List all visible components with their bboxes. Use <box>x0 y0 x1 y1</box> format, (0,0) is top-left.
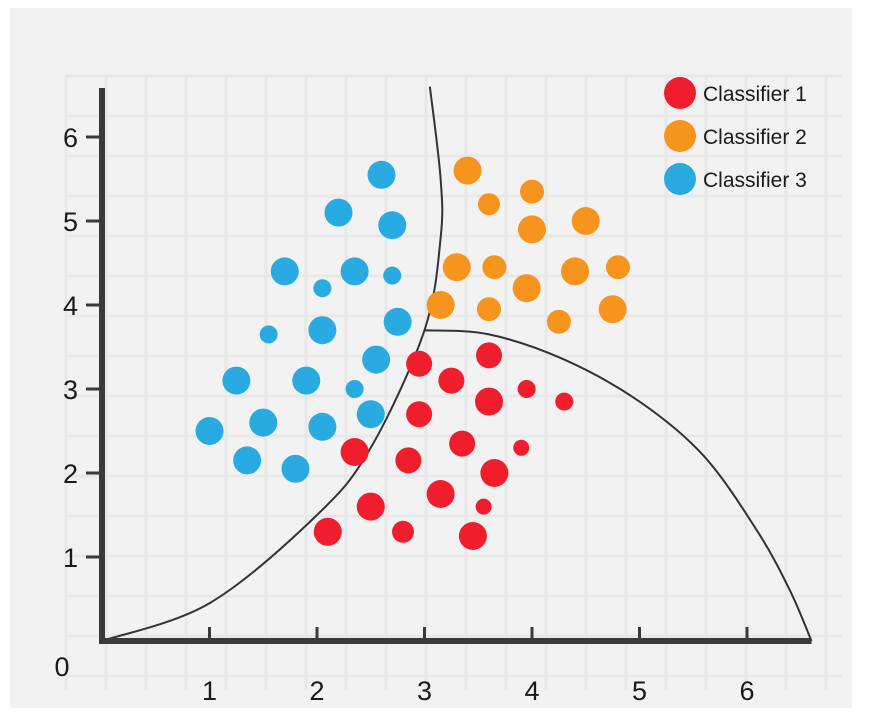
data-point <box>438 367 465 394</box>
data-point <box>395 447 422 474</box>
plot-background <box>10 8 852 708</box>
data-point <box>233 446 262 475</box>
boundary-curve-2 <box>424 329 813 642</box>
data-point <box>606 255 630 280</box>
y-tick-label: 4 <box>63 291 78 321</box>
data-point <box>571 207 600 235</box>
x-tick-label: 4 <box>524 676 539 706</box>
data-point <box>292 366 321 395</box>
data-point <box>426 291 455 319</box>
y-tick-label: 3 <box>63 375 78 405</box>
data-point <box>458 522 487 550</box>
series-3 <box>195 160 412 483</box>
data-point <box>313 517 342 546</box>
data-point <box>426 480 455 508</box>
y-tick-label: 1 <box>63 543 78 573</box>
data-point <box>392 520 414 543</box>
data-point <box>356 492 385 521</box>
legend-label: Classifier 2 <box>703 126 807 149</box>
data-point <box>356 400 385 429</box>
data-point <box>340 257 369 286</box>
data-point <box>478 193 500 216</box>
legend-label: Classifier 3 <box>703 169 807 192</box>
data-point <box>598 295 627 324</box>
legend-marker <box>664 77 696 109</box>
data-point <box>520 179 544 204</box>
data-point <box>324 198 353 227</box>
x-tick-label: 2 <box>309 676 324 706</box>
data-point <box>482 255 507 280</box>
data-point <box>270 257 299 286</box>
data-point <box>345 380 364 398</box>
data-point <box>453 156 482 185</box>
origin-label: 0 <box>54 652 69 682</box>
data-point <box>378 211 407 240</box>
series-2 <box>426 156 630 334</box>
legend: Classifier 1 Classifier 2 Classifier 3 <box>664 77 807 195</box>
legend-marker <box>664 120 696 152</box>
data-point <box>449 430 476 457</box>
boundary-curve-1 <box>101 86 444 642</box>
data-point <box>513 439 530 456</box>
data-point <box>281 454 310 483</box>
data-point <box>340 438 369 466</box>
data-point <box>546 309 571 334</box>
data-point <box>477 297 501 322</box>
data-point <box>308 412 337 441</box>
data-point <box>406 401 433 428</box>
legend-label: Classifier 1 <box>703 83 807 106</box>
data-point <box>383 266 402 285</box>
data-point <box>561 257 589 286</box>
axes: 1 2 3 4 5 6 1 2 3 4 5 6 0 <box>54 88 812 706</box>
x-tick-label: 6 <box>739 676 754 706</box>
data-point <box>308 316 337 345</box>
data-point <box>259 325 278 344</box>
x-tick-label: 5 <box>632 676 647 706</box>
data-point <box>249 408 278 437</box>
data-point <box>222 366 251 395</box>
data-point <box>367 160 396 189</box>
data-point <box>512 274 541 303</box>
data-point <box>406 350 433 377</box>
series-1 <box>313 342 574 550</box>
data-point <box>442 253 471 282</box>
data-point <box>195 417 224 445</box>
decision-boundaries <box>101 86 813 642</box>
y-tick-label: 2 <box>63 459 78 489</box>
y-tick-label: 5 <box>63 207 78 237</box>
x-tick-label: 3 <box>417 676 432 706</box>
data-point <box>313 279 332 298</box>
data-points <box>195 156 630 550</box>
data-point <box>517 380 536 398</box>
data-point <box>518 215 546 244</box>
data-point <box>476 342 502 369</box>
y-tick-label: 6 <box>63 123 78 153</box>
data-point <box>480 459 509 487</box>
data-point <box>383 307 412 336</box>
data-point <box>475 498 492 515</box>
data-point <box>475 387 503 416</box>
x-tick-label: 1 <box>202 676 217 706</box>
data-point <box>555 392 574 411</box>
data-point <box>362 345 391 374</box>
legend-marker <box>664 163 696 195</box>
